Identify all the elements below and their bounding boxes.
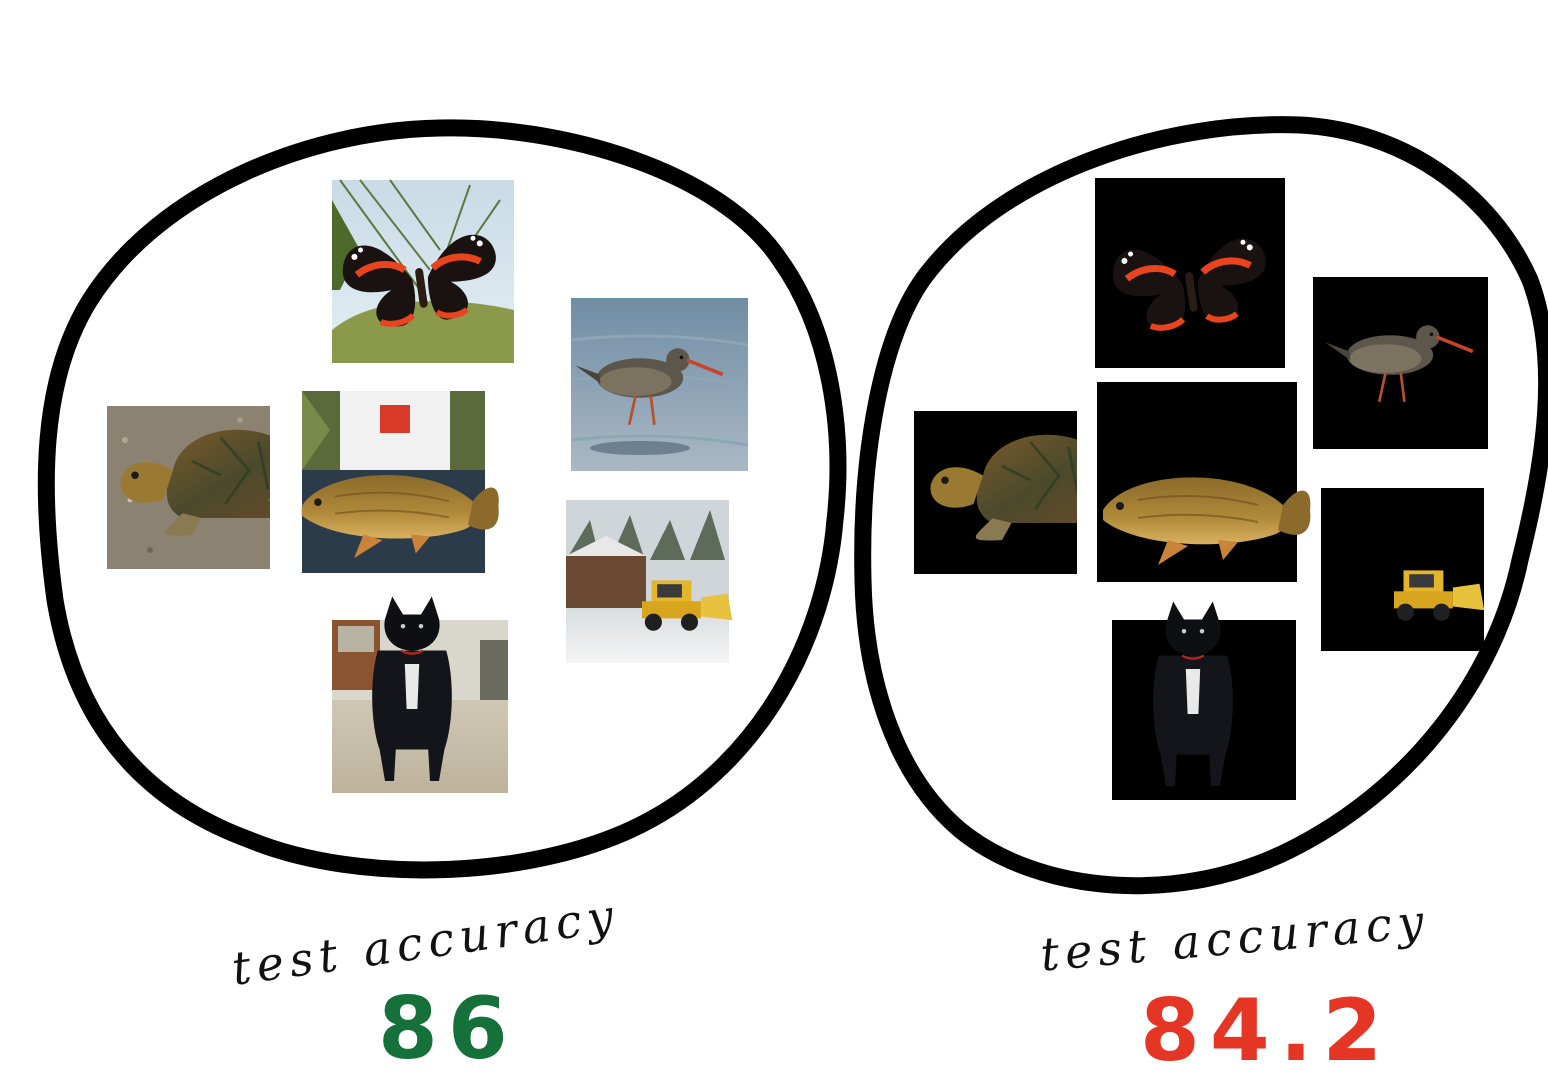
left-hand-drawn-circle xyxy=(37,119,847,879)
butterfly-image xyxy=(332,179,514,363)
turtle-masked-image xyxy=(914,411,1077,574)
carp-image xyxy=(300,391,500,573)
snowplow-masked-image xyxy=(1321,488,1485,651)
dog-image xyxy=(332,595,508,793)
carp-masked-image xyxy=(1097,382,1312,582)
right-panel: test accuracy 84.2 xyxy=(854,116,1548,1081)
left-panel: test accuracy 86 xyxy=(37,119,847,1079)
right-label: test accuracy xyxy=(1038,894,1431,982)
turtle-image xyxy=(107,406,270,569)
dog-masked-image xyxy=(1112,600,1296,800)
left-score: 86 xyxy=(378,979,518,1079)
sandpiper-masked-image xyxy=(1313,277,1488,449)
sandpiper-image xyxy=(570,298,749,471)
right-hand-drawn-circle xyxy=(854,116,1548,895)
snowplow-image xyxy=(566,500,733,663)
right-score: 84.2 xyxy=(1140,981,1392,1081)
butterfly-masked-image xyxy=(1095,178,1285,368)
